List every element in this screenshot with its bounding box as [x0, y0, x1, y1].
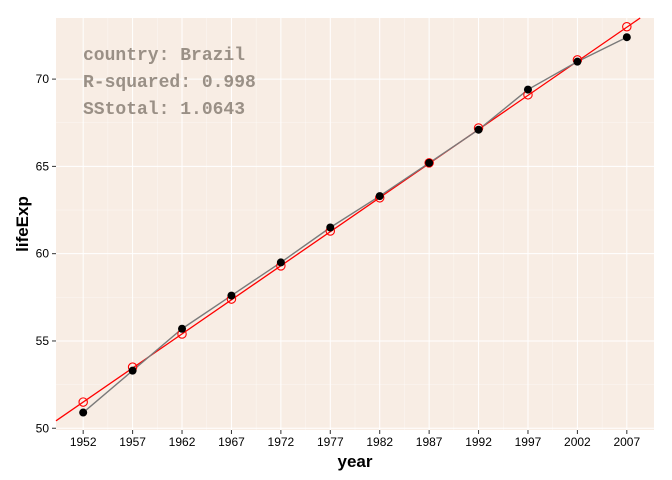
x-tick-label: 1992 [465, 435, 492, 449]
y-tick-label: 70 [36, 72, 50, 86]
observed-line-layer [82, 36, 628, 414]
observed-point [425, 158, 434, 167]
observed-point [375, 192, 384, 201]
y-tick-label: 60 [36, 247, 50, 261]
y-tick-label: 55 [36, 334, 50, 348]
annotation-country: country: Brazil [83, 46, 245, 66]
annotation-sstotal: SStotal: 1.0643 [83, 100, 245, 120]
y-axis-title: lifeExp [13, 196, 32, 252]
x-tick-label: 2007 [613, 435, 640, 449]
x-axis: 1952 1957 1962 1967 1972 1977 1982 1987 1992 1997… [70, 430, 640, 449]
annotations: country: Brazil R-squared: 0.998 SStotal… [83, 46, 256, 120]
fitted-point [78, 397, 88, 407]
observed-point [622, 33, 631, 42]
observed-point [523, 85, 532, 94]
x-tick-label: 2002 [564, 435, 591, 449]
observed-point [573, 57, 582, 66]
x-axis-title: year [338, 452, 373, 471]
observed-point [326, 223, 335, 232]
grid-lines [56, 18, 654, 430]
x-tick-label: 1997 [515, 435, 542, 449]
x-tick-label: 1977 [317, 435, 344, 449]
x-tick-label: 1972 [268, 435, 295, 449]
observed-point [474, 125, 483, 134]
observed-point [79, 408, 88, 417]
x-tick-label: 1982 [366, 435, 393, 449]
observed-line [82, 36, 628, 414]
annotation-r-squared: R-squared: 0.998 [83, 73, 256, 93]
y-tick-label: 65 [36, 159, 50, 173]
fitted-point [424, 158, 434, 168]
observed-point [227, 291, 236, 300]
x-tick-label: 1957 [119, 435, 146, 449]
observed-points [79, 33, 631, 417]
observed-point [276, 258, 285, 267]
observed-point [178, 324, 187, 333]
x-tick-label: 1967 [218, 435, 245, 449]
y-tick-label: 50 [36, 421, 50, 435]
y-axis: 50 55 60 65 70 [36, 72, 56, 435]
x-tick-label: 1987 [416, 435, 443, 449]
x-tick-label: 1952 [70, 435, 97, 449]
x-tick-label: 1962 [169, 435, 196, 449]
fitted-point [622, 21, 632, 32]
observed-point [128, 366, 137, 375]
